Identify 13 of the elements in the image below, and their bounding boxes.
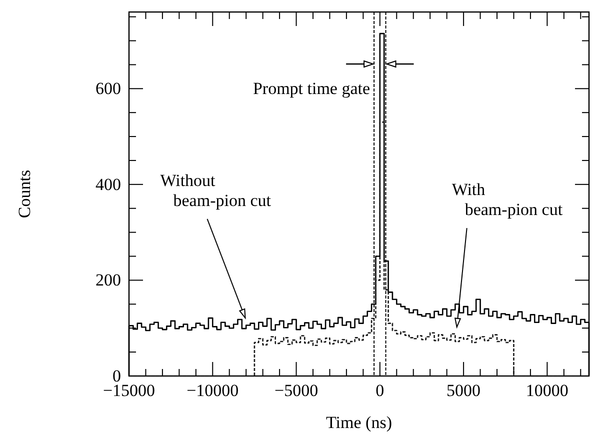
y-tick-label: 600 — [96, 79, 121, 98]
y-tick-label: 400 — [96, 174, 121, 194]
x-tick-label: −5000 — [274, 381, 318, 400]
x-tick-label: 5000 — [446, 381, 481, 400]
x-tick-label: −10000 — [186, 381, 239, 400]
annotation: With beam-pion cut — [452, 180, 563, 220]
x-axis-title: Time (ns) — [326, 413, 392, 432]
annotation: Without beam-pion cut — [160, 170, 272, 210]
ref-line-label: Prompt time gate — [252, 79, 370, 98]
y-tick-label: 200 — [96, 270, 121, 290]
x-tick-label: 0 — [376, 381, 384, 400]
x-tick-label: 10000 — [526, 381, 568, 400]
y-axis-title: Counts — [15, 170, 34, 218]
